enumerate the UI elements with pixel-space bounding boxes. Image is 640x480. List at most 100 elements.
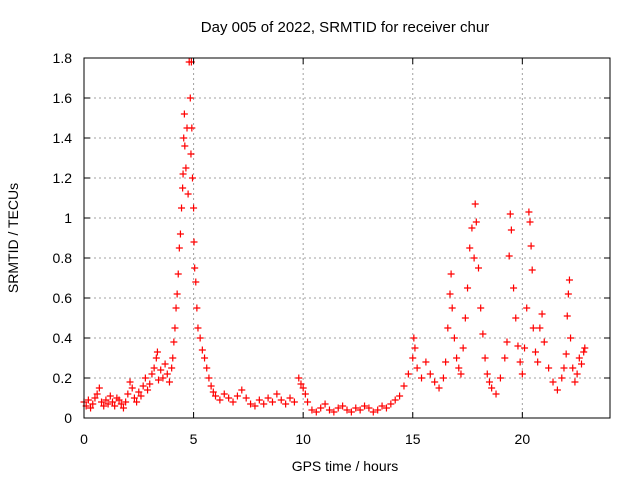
data-point — [205, 374, 213, 382]
data-point — [128, 384, 136, 392]
data-point — [139, 382, 147, 390]
data-point — [108, 398, 116, 406]
data-point — [181, 142, 189, 150]
data-point — [409, 354, 417, 362]
y-tick-label: 0.2 — [53, 370, 73, 386]
y-tick-label: 0 — [64, 410, 72, 426]
data-point — [98, 398, 106, 406]
data-point — [179, 184, 187, 192]
data-point — [339, 402, 347, 410]
data-point — [410, 334, 418, 342]
data-point — [194, 324, 202, 332]
data-point — [538, 310, 546, 318]
data-point — [190, 204, 198, 212]
data-point — [137, 392, 145, 400]
data-point — [308, 406, 316, 414]
data-point — [144, 386, 152, 394]
data-point — [130, 394, 138, 402]
data-point — [391, 396, 399, 404]
data-point — [369, 408, 377, 416]
data-point — [564, 290, 572, 298]
data-point — [526, 218, 534, 226]
data-point — [464, 284, 472, 292]
data-point — [301, 390, 309, 398]
data-point — [295, 374, 303, 382]
data-point — [413, 364, 421, 372]
data-point — [225, 394, 233, 402]
data-point — [186, 94, 194, 102]
data-point — [563, 312, 571, 320]
data-point — [321, 400, 329, 408]
data-point — [146, 380, 154, 388]
data-point — [207, 382, 215, 390]
data-point — [516, 358, 524, 366]
data-point — [545, 364, 553, 372]
data-point — [404, 370, 412, 378]
data-markers — [80, 58, 589, 416]
data-point — [558, 374, 566, 382]
data-point — [299, 384, 307, 392]
data-point — [157, 366, 165, 374]
data-point — [168, 364, 176, 372]
chart-title: Day 005 of 2022, SRMTID for receiver chu… — [201, 19, 489, 36]
data-point — [365, 404, 373, 412]
data-point — [150, 364, 158, 372]
y-axis-label: SRMTID / TECUs — [5, 183, 21, 293]
data-point — [330, 408, 338, 416]
data-point — [501, 354, 509, 362]
data-point — [523, 304, 531, 312]
data-point — [170, 338, 178, 346]
data-point — [534, 358, 542, 366]
y-tick-label: 1.8 — [53, 50, 73, 66]
data-point — [268, 398, 276, 406]
data-point — [525, 208, 533, 216]
data-point — [514, 342, 522, 350]
data-point — [255, 396, 263, 404]
data-point — [84, 396, 92, 404]
data-point — [457, 370, 465, 378]
data-point — [505, 252, 513, 260]
data-point — [442, 358, 450, 366]
data-point — [174, 270, 182, 278]
data-point — [378, 402, 386, 410]
data-point — [169, 354, 177, 362]
data-point — [89, 400, 97, 408]
data-point — [496, 374, 504, 382]
data-point — [251, 402, 259, 410]
y-tick-label: 1.6 — [53, 90, 73, 106]
data-point — [540, 338, 548, 346]
data-point — [141, 374, 149, 382]
data-point — [492, 390, 500, 398]
data-point — [95, 384, 103, 392]
data-point — [453, 354, 461, 362]
data-point — [242, 394, 250, 402]
data-point — [220, 390, 228, 398]
data-point — [569, 364, 577, 372]
data-point — [529, 324, 537, 332]
data-point — [179, 170, 187, 178]
data-point — [521, 344, 529, 352]
data-point — [312, 408, 320, 416]
data-point — [260, 400, 268, 408]
data-point — [411, 344, 419, 352]
data-point — [216, 396, 224, 404]
data-point — [115, 396, 123, 404]
data-point — [439, 374, 447, 382]
data-point — [104, 400, 112, 408]
data-point — [111, 402, 119, 410]
data-point — [126, 378, 134, 386]
data-point — [396, 392, 404, 400]
data-point — [472, 218, 480, 226]
data-point — [182, 164, 190, 172]
data-point — [481, 354, 489, 362]
data-point — [184, 190, 192, 198]
data-point — [565, 276, 573, 284]
data-point — [518, 370, 526, 378]
data-point — [180, 134, 188, 142]
y-tick-label: 1 — [64, 210, 72, 226]
data-point — [479, 330, 487, 338]
data-point — [426, 370, 434, 378]
data-point — [304, 398, 312, 406]
data-point — [510, 284, 518, 292]
data-point — [470, 254, 478, 262]
